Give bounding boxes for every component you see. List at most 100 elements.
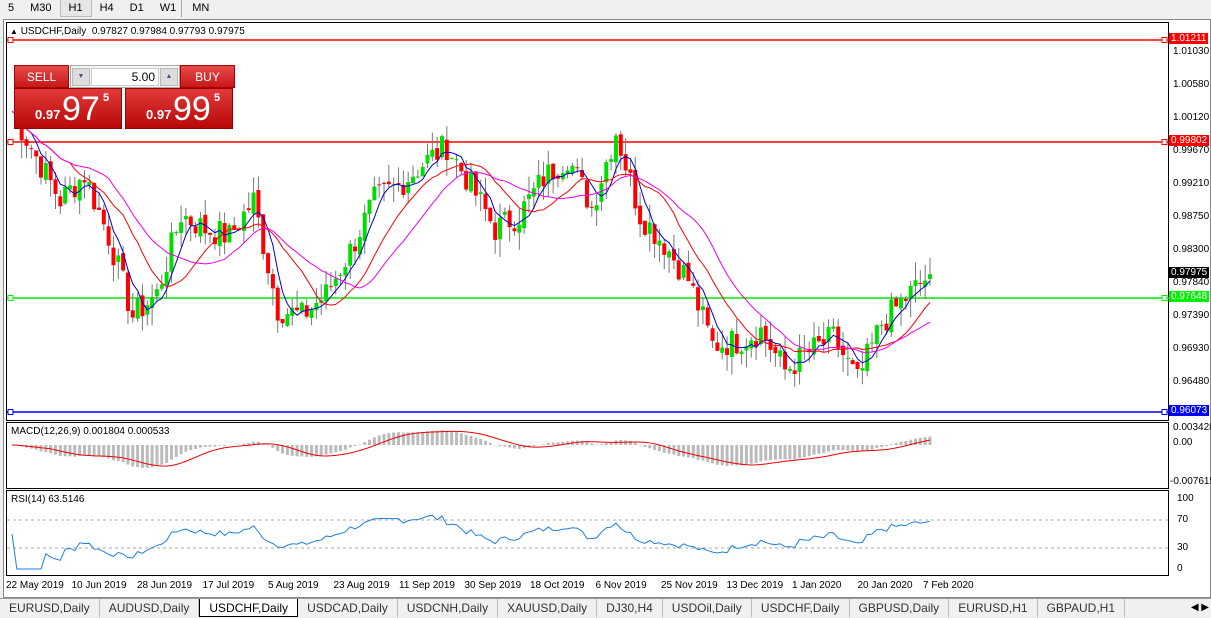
macd-histogram-bar bbox=[373, 437, 376, 445]
macd-histogram-bar bbox=[755, 445, 758, 463]
date-tick-label: 23 Aug 2019 bbox=[334, 580, 390, 591]
macd-histogram-bar bbox=[141, 445, 144, 468]
candle-body bbox=[82, 180, 86, 182]
candle-body bbox=[252, 193, 256, 214]
candle-body bbox=[788, 369, 792, 371]
ohlc-values: 0.97827 0.97984 0.97793 0.97975 bbox=[92, 26, 245, 37]
candle-body bbox=[715, 343, 719, 351]
decrease-lot-icon[interactable]: ▼ bbox=[72, 68, 90, 86]
macd-histogram-bar bbox=[813, 445, 816, 455]
chart-tab[interactable]: USDCHF,Daily bbox=[199, 599, 298, 617]
timeframe-5[interactable]: 5 bbox=[0, 0, 22, 17]
macd-histogram-bar bbox=[605, 443, 608, 445]
chart-tab[interactable]: GBPUSD,Daily bbox=[850, 599, 950, 617]
chart-tab[interactable]: GBPAUD,H1 bbox=[1038, 599, 1125, 617]
chart-tab[interactable]: EURUSD,Daily bbox=[0, 599, 100, 617]
rsi-indicator[interactable]: RSI(14) 63.5146 bbox=[6, 490, 1169, 576]
macd-histogram-bar bbox=[151, 445, 154, 467]
candle-body bbox=[643, 221, 647, 235]
candle-body bbox=[508, 211, 512, 228]
candle-body bbox=[445, 140, 449, 160]
macd-histogram-bar bbox=[160, 445, 163, 465]
sell-button[interactable]: SELL bbox=[14, 65, 69, 88]
macd-histogram-bar bbox=[455, 432, 458, 445]
macd-indicator[interactable]: MACD(12,26,9) 0.001804 0.000533 bbox=[6, 422, 1169, 489]
candle-body bbox=[382, 183, 386, 184]
timeframe-m30[interactable]: M30 bbox=[22, 0, 59, 17]
macd-histogram-bar bbox=[590, 444, 593, 445]
candle-body bbox=[339, 275, 343, 276]
timeframe-h1[interactable]: H1 bbox=[60, 0, 92, 17]
macd-histogram-bar bbox=[513, 445, 516, 449]
candle-body bbox=[189, 217, 193, 226]
level-handle bbox=[8, 140, 13, 145]
chart-tab[interactable]: AUDUSD,Daily bbox=[100, 599, 200, 617]
macd-histogram-bar bbox=[929, 437, 932, 445]
macd-histogram-bar bbox=[218, 445, 221, 446]
macd-histogram-bar bbox=[774, 445, 777, 460]
macd-histogram-bar bbox=[194, 445, 197, 449]
candle-body bbox=[701, 306, 705, 310]
candle-body bbox=[875, 325, 879, 344]
macd-histogram-bar bbox=[436, 431, 439, 445]
candle-body bbox=[595, 205, 599, 210]
chart-tab[interactable]: USDOil,Daily bbox=[663, 599, 752, 617]
symbol-label: USDCHF,Daily bbox=[21, 26, 87, 37]
macd-histogram-bar bbox=[402, 433, 405, 445]
candle-body bbox=[285, 314, 289, 326]
chart-tab[interactable]: USDCAD,Daily bbox=[298, 599, 398, 617]
macd-histogram-bar bbox=[542, 444, 545, 445]
chart-tab[interactable]: DJ30,H4 bbox=[597, 599, 663, 617]
candle-body bbox=[44, 163, 48, 180]
candle-body bbox=[735, 334, 739, 353]
chart-tab[interactable]: XAUUSD,Daily bbox=[498, 599, 597, 617]
candle-body bbox=[914, 280, 918, 286]
candle-body bbox=[116, 255, 120, 262]
timeframe-h4[interactable]: H4 bbox=[92, 0, 122, 17]
increase-lot-icon[interactable]: ▲ bbox=[160, 68, 178, 86]
macd-histogram-bar bbox=[498, 445, 501, 446]
macd-histogram-bar bbox=[242, 444, 245, 445]
macd-histogram-bar bbox=[344, 445, 347, 450]
macd-histogram-bar bbox=[866, 445, 869, 450]
candle-body bbox=[541, 176, 545, 186]
macd-histogram-bar bbox=[711, 445, 714, 463]
candle-body bbox=[136, 298, 140, 318]
macd-histogram-bar bbox=[798, 445, 801, 458]
timeframe-d1[interactable]: D1 bbox=[122, 0, 152, 17]
candle-body bbox=[421, 167, 425, 176]
timeframe-mn[interactable]: MN bbox=[184, 0, 217, 17]
macd-histogram-bar bbox=[64, 445, 67, 456]
candle-body bbox=[720, 347, 724, 352]
chart-tab[interactable]: EURUSD,H1 bbox=[949, 599, 1037, 617]
lot-size-input[interactable] bbox=[91, 68, 159, 86]
buy-button[interactable]: BUY bbox=[180, 65, 235, 88]
macd-histogram-bar bbox=[779, 445, 782, 459]
macd-histogram-bar bbox=[470, 436, 473, 445]
macd-histogram-bar bbox=[634, 443, 637, 445]
macd-histogram-bar bbox=[837, 445, 840, 450]
candle-body bbox=[657, 241, 661, 246]
candle-body bbox=[276, 288, 280, 321]
chart-tab[interactable]: USDCHF,Daily bbox=[752, 599, 850, 617]
macd-histogram-bar bbox=[170, 445, 173, 460]
macd-histogram-bar bbox=[474, 438, 477, 445]
price-tick-label: 0.96480 bbox=[1173, 376, 1209, 387]
chart-tab[interactable]: USDCNH,Daily bbox=[398, 599, 498, 617]
price-chart[interactable]: ▲ USDCHF,Daily 0.97827 0.97984 0.97793 0… bbox=[6, 22, 1169, 421]
price-tick-label: 1.00580 bbox=[1173, 79, 1209, 90]
macd-histogram-bar bbox=[320, 445, 323, 456]
macd-histogram-bar bbox=[726, 445, 729, 466]
macd-histogram-bar bbox=[484, 441, 487, 445]
macd-histogram-bar bbox=[547, 443, 550, 445]
candle-body bbox=[102, 210, 106, 225]
tab-scroll-arrows[interactable]: ◀ ▶ bbox=[1191, 598, 1209, 617]
candle-body bbox=[711, 328, 715, 341]
candle-body bbox=[740, 352, 744, 354]
price-tick-label: 0.99210 bbox=[1173, 178, 1209, 189]
macd-histogram-bar bbox=[508, 445, 511, 448]
candle-body bbox=[512, 228, 516, 231]
timeframe-w1[interactable]: W1 bbox=[152, 0, 185, 17]
